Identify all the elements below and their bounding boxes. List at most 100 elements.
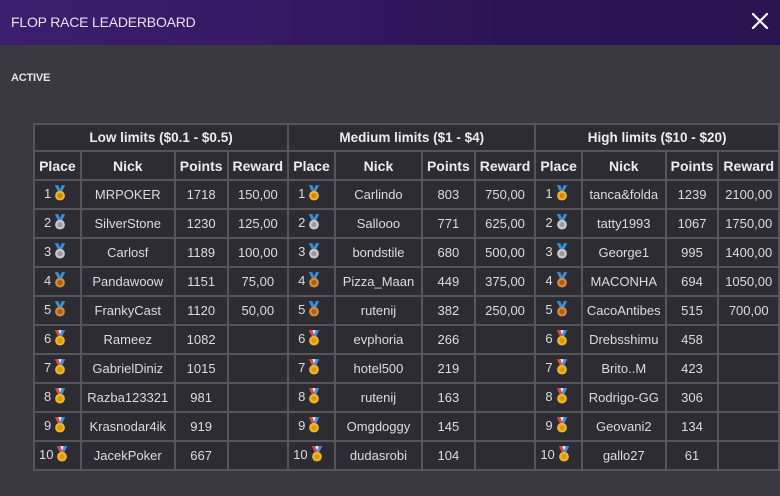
points-cell: 1120 xyxy=(175,297,229,326)
table-row: 6 Rameez 1082 xyxy=(35,326,290,355)
points-cell: 1067 xyxy=(666,210,720,239)
bronze-medal-icon xyxy=(555,301,569,320)
silver-medal-icon xyxy=(53,243,67,262)
table-row: 4 Pizza_Maan 449 375,00 xyxy=(289,268,537,297)
status-label: ACTIVE xyxy=(11,72,51,84)
place-cell: 2 xyxy=(35,210,82,239)
reward-cell: 2100,00 xyxy=(719,181,780,210)
place-number: 3 xyxy=(44,244,52,259)
column-header-nick: Nick xyxy=(81,152,176,181)
place-cell: 10 xyxy=(289,442,336,471)
reward-cell: 625,00 xyxy=(475,210,537,239)
participant-medal-icon xyxy=(55,446,69,465)
table-row: 9 Krasnodar4ik 919 xyxy=(35,413,290,442)
place-number: 6 xyxy=(545,331,553,346)
participant-medal-icon xyxy=(310,446,324,465)
table-row: 4 Pandawoow 1151 75,00 xyxy=(35,268,290,297)
group-title: Medium limits ($1 - $4) xyxy=(289,125,537,152)
silver-medal-icon xyxy=(53,214,67,233)
table-row: 10 gallo27 61 xyxy=(536,442,780,471)
leaderboard: Low limits ($0.1 - $0.5) Place Nick Poin… xyxy=(33,123,780,471)
place-cell: 1 xyxy=(536,181,583,210)
table-row: 6 evphoria 266 xyxy=(289,326,537,355)
participant-medal-icon xyxy=(307,388,321,407)
reward-cell: 250,00 xyxy=(475,297,537,326)
place-number: 2 xyxy=(545,215,553,230)
place-number: 2 xyxy=(298,215,306,230)
table-row: 9 Geovani2 134 xyxy=(536,413,780,442)
column-header-points: Points xyxy=(175,152,229,181)
place-number: 9 xyxy=(44,418,52,433)
reward-cell xyxy=(228,326,290,355)
participant-medal-icon xyxy=(307,359,321,378)
table-row: 3 Carlosf 1189 100,00 xyxy=(35,239,290,268)
column-header-nick: Nick xyxy=(335,152,423,181)
place-cell: 5 xyxy=(289,297,336,326)
silver-medal-icon xyxy=(555,243,569,262)
reward-cell xyxy=(228,442,290,471)
nick-cell: Razba123321 xyxy=(81,384,176,413)
nick-cell: Rameez xyxy=(81,326,176,355)
reward-cell: 100,00 xyxy=(228,239,290,268)
table-row: 8 Razba123321 981 xyxy=(35,384,290,413)
place-cell: 3 xyxy=(289,239,336,268)
nick-cell: hotel500 xyxy=(335,355,423,384)
table-row: 8 rutenij 163 xyxy=(289,384,537,413)
modal-title: FLOP RACE LEADERBOARD xyxy=(11,14,196,30)
reward-cell: 150,00 xyxy=(228,181,290,210)
column-header-place: Place xyxy=(289,152,336,181)
place-number: 10 xyxy=(293,447,308,462)
gold-medal-icon xyxy=(53,185,67,204)
table-row: 5 rutenij 382 250,00 xyxy=(289,297,537,326)
nick-cell: bondstile xyxy=(335,239,423,268)
place-cell: 8 xyxy=(35,384,82,413)
table-row: 5 CacoAntibes 515 700,00 xyxy=(536,297,780,326)
reward-cell xyxy=(719,413,780,442)
table-row: 10 dudasrobi 104 xyxy=(289,442,537,471)
points-cell: 919 xyxy=(175,413,229,442)
reward-cell xyxy=(719,442,780,471)
reward-cell: 750,00 xyxy=(475,181,537,210)
close-button[interactable] xyxy=(750,11,770,31)
nick-cell: FrankyCast xyxy=(81,297,176,326)
table-row: 10 JacekPoker 667 xyxy=(35,442,290,471)
nick-cell: rutenij xyxy=(335,384,423,413)
points-cell: 1230 xyxy=(175,210,229,239)
place-number: 8 xyxy=(44,389,52,404)
nick-cell: Pandawoow xyxy=(81,268,176,297)
bronze-medal-icon xyxy=(53,272,67,291)
participant-medal-icon xyxy=(557,446,571,465)
nick-cell: MRPOKER xyxy=(81,181,176,210)
bronze-medal-icon xyxy=(53,301,67,320)
place-cell: 9 xyxy=(35,413,82,442)
place-number: 4 xyxy=(545,273,553,288)
table-row: 2 tatty1993 1067 1750,00 xyxy=(536,210,780,239)
reward-cell xyxy=(475,442,537,471)
table-row: 9 Omgdoggy 145 xyxy=(289,413,537,442)
participant-medal-icon xyxy=(53,388,67,407)
participant-medal-icon xyxy=(555,359,569,378)
place-number: 3 xyxy=(298,244,306,259)
place-cell: 2 xyxy=(289,210,336,239)
group-title: High limits ($10 - $20) xyxy=(536,125,780,152)
points-cell: 1189 xyxy=(175,239,229,268)
reward-cell xyxy=(475,326,537,355)
column-header-reward: Reward xyxy=(475,152,537,181)
reward-cell xyxy=(719,326,780,355)
place-number: 7 xyxy=(545,360,553,375)
modal-header: FLOP RACE LEADERBOARD xyxy=(0,0,780,45)
reward-cell xyxy=(228,413,290,442)
points-cell: 1151 xyxy=(175,268,229,297)
table-row: 2 SilverStone 1230 125,00 xyxy=(35,210,290,239)
column-header-reward: Reward xyxy=(719,152,780,181)
place-cell: 8 xyxy=(536,384,583,413)
reward-cell: 1050,00 xyxy=(719,268,780,297)
nick-cell: Omgdoggy xyxy=(335,413,423,442)
place-cell: 9 xyxy=(536,413,583,442)
reward-cell xyxy=(719,384,780,413)
points-cell: 163 xyxy=(422,384,476,413)
place-cell: 1 xyxy=(289,181,336,210)
place-cell: 4 xyxy=(289,268,336,297)
nick-cell: CacoAntibes xyxy=(582,297,667,326)
reward-cell xyxy=(475,355,537,384)
